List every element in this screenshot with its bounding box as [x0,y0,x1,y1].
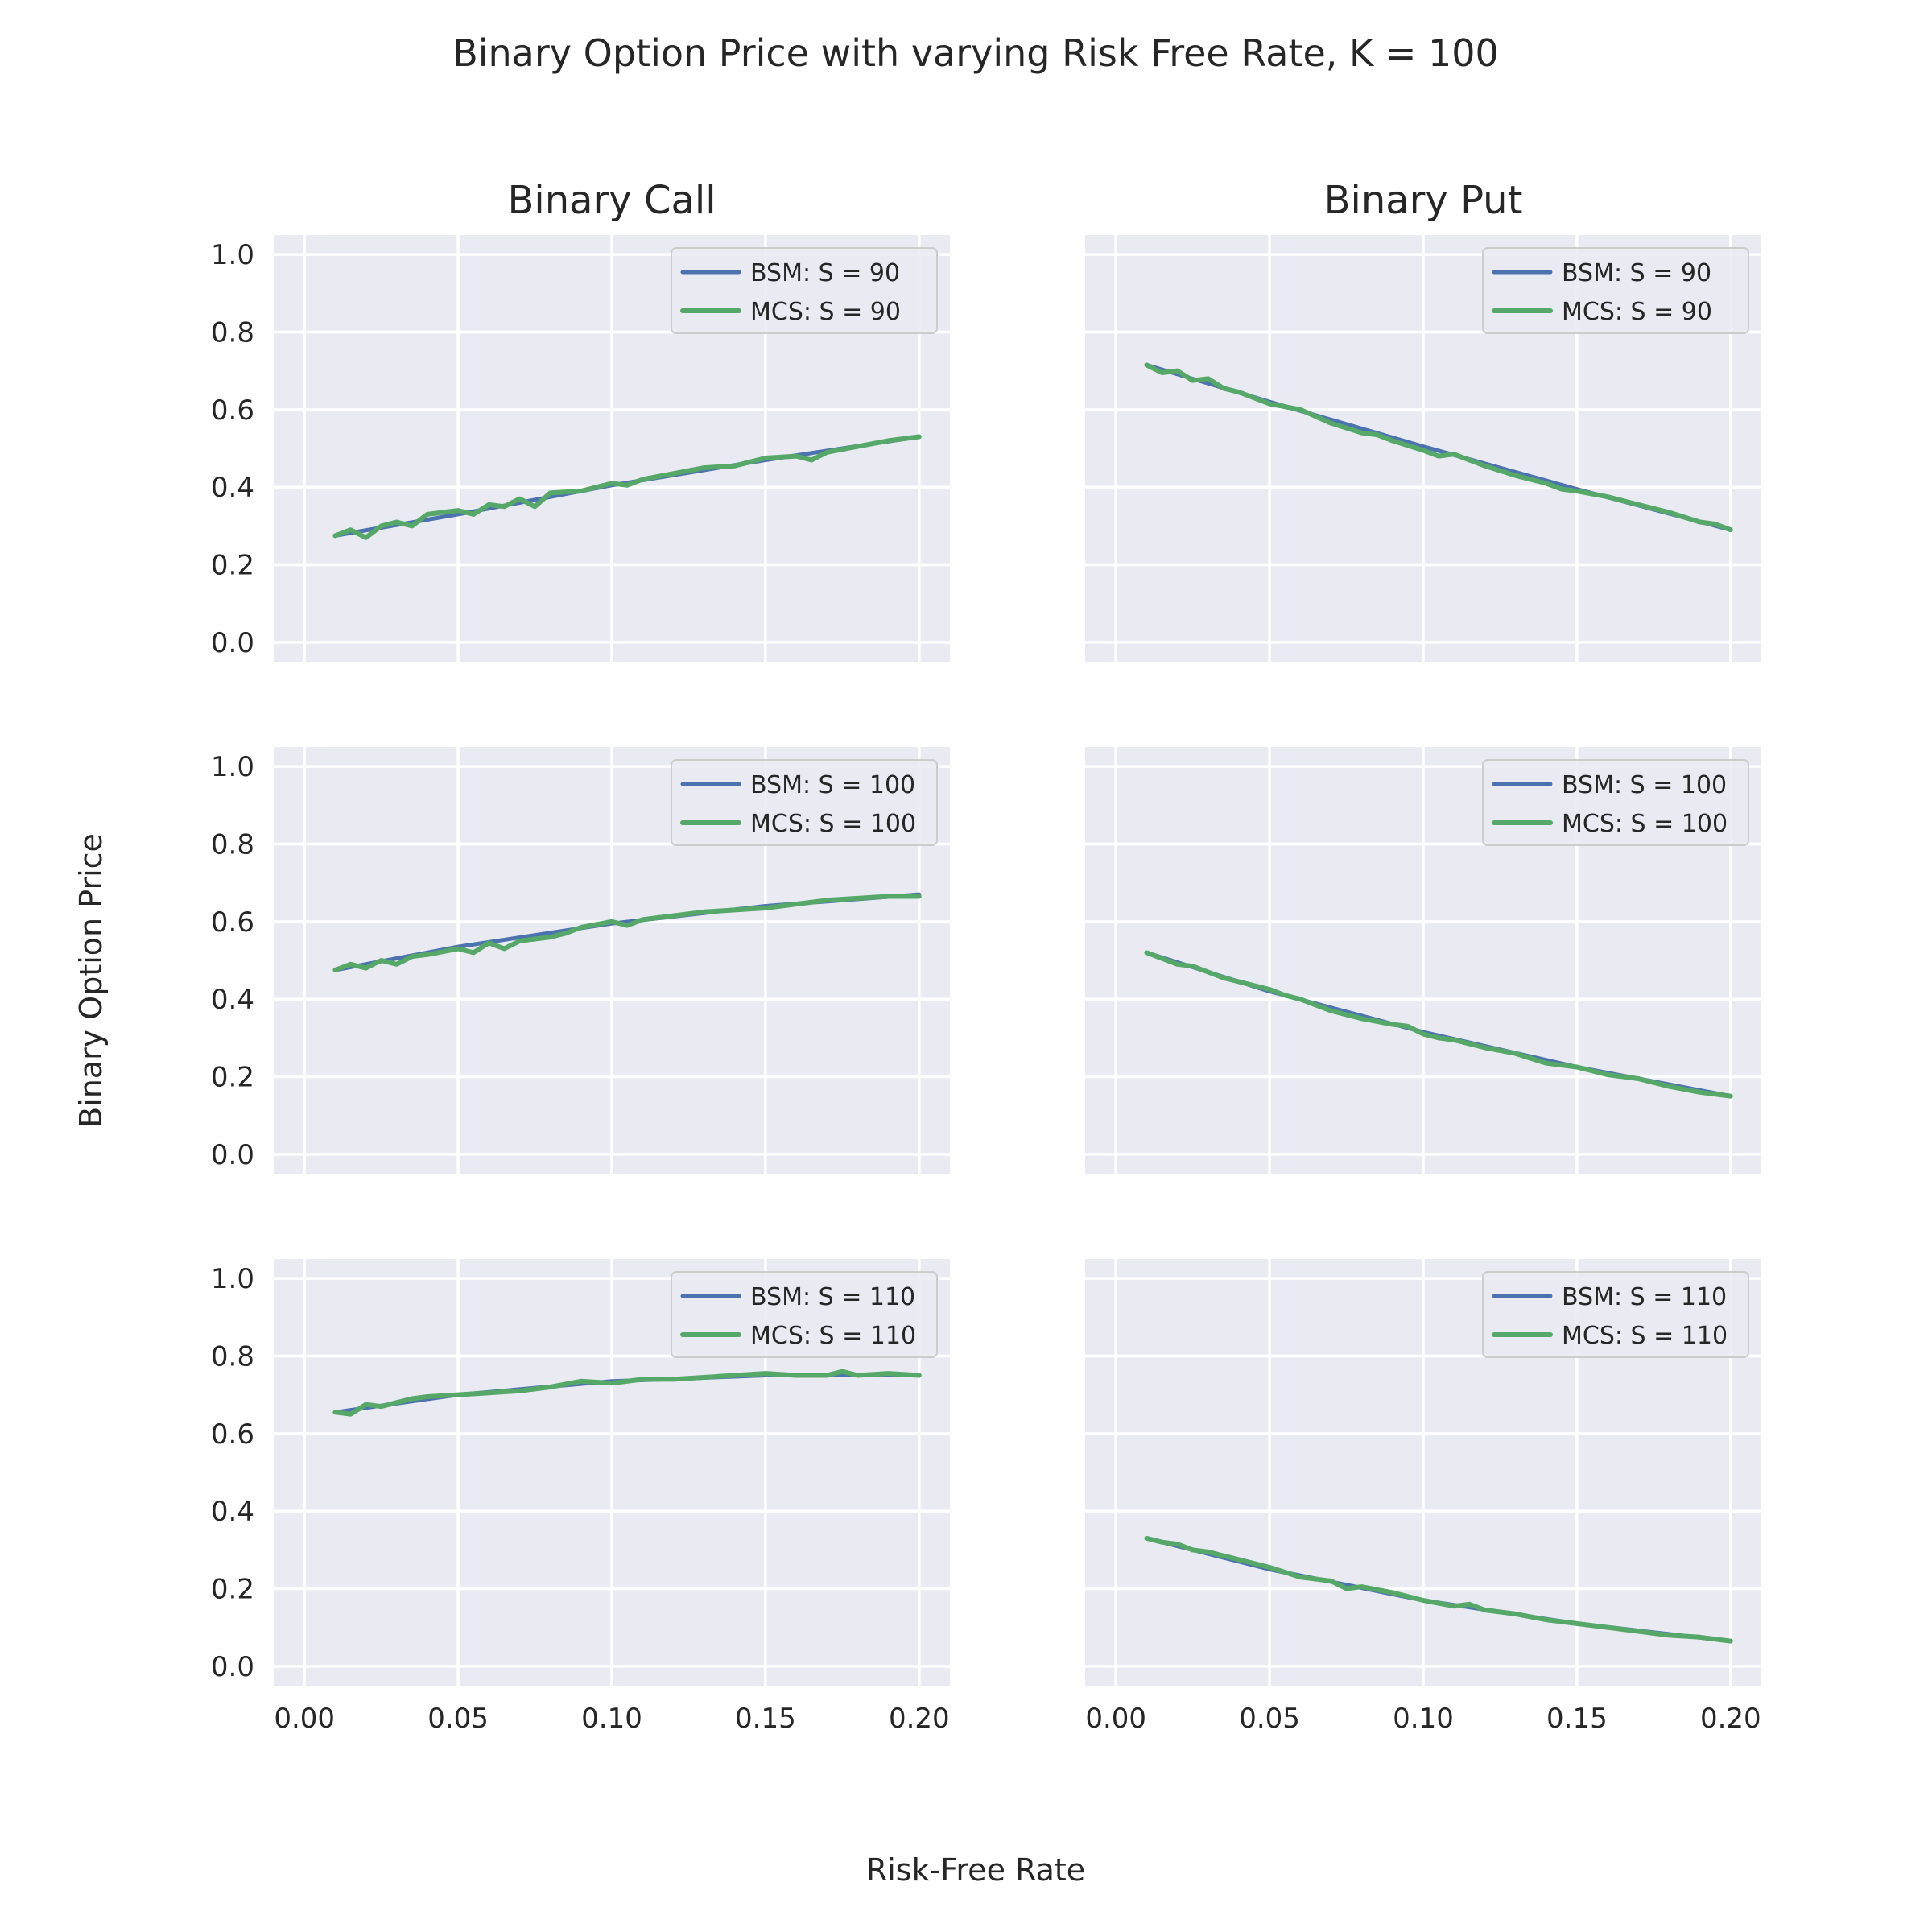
mcs-series-line [332,894,922,972]
legend: BSM: S = 110 MCS: S = 110 [1482,1271,1749,1358]
legend: BSM: S = 100 MCS: S = 100 [671,759,938,846]
legend-label: MCS: S = 110 [750,1322,916,1350]
legend: BSM: S = 90 MCS: S = 90 [671,247,938,334]
x-tick-label: 0.15 [1546,1703,1608,1735]
y-tick-label: 0.0 [211,1139,254,1171]
legend-label: MCS: S = 110 [1562,1322,1728,1350]
y-tick-label: 0.0 [211,1651,254,1683]
subplot-r1-c1: BSM: S = 100 MCS: S = 100 [1085,747,1761,1174]
legend: BSM: S = 110 MCS: S = 110 [671,1271,938,1358]
y-tick-label: 0.2 [211,550,254,582]
x-tick-label: 0.10 [1393,1703,1454,1735]
x-tick-label: 0.00 [274,1703,335,1735]
column-title-put: Binary Put [1324,178,1523,223]
y-tick-label: 0.6 [211,1418,254,1451]
x-tick-label: 0.15 [735,1703,796,1735]
y-tick-label: 0.4 [211,984,254,1016]
y-tick-label: 0.4 [211,472,254,504]
subplot-r2-c0: 0.0 0.2 0.4 0.6 0.8 1.0 0.00 0.05 0.10 0.15 0.20 BS… [211,1259,950,1735]
y-tick-label: 0.4 [211,1496,254,1528]
subplot-r1-c0: 0.0 0.2 0.4 0.6 0.8 1.0 BSM: S = 100 MCS: S = 1… [211,747,950,1174]
subplot-r2-c1: 0.00 0.05 0.10 0.15 0.20 BSM: S = 110 MCS: S =… [1085,1259,1761,1735]
mcs-series-line [1144,1535,1733,1644]
x-axis-label: Risk-Free Rate [866,1852,1085,1888]
y-tick-label: 0.8 [211,828,254,861]
legend-label: MCS: S = 100 [750,810,916,838]
y-tick-label: 0.8 [211,316,254,349]
y-tick-label: 1.0 [211,239,254,271]
y-tick-label: 0.6 [211,906,254,939]
x-tick-label: 0.05 [427,1703,489,1735]
y-tick-label: 0.8 [211,1340,254,1373]
mcs-series-line [1144,950,1733,1099]
y-axis-label: Binary Option Price [73,833,109,1128]
y-tick-label: 0.2 [211,1062,254,1094]
subplot-r0-c0: 0.0 0.2 0.4 0.6 0.8 1.0 BSM: S = 90 MCS: S = 90 [211,235,950,662]
y-tick-label: 0.2 [211,1574,254,1606]
legend-label: BSM: S = 110 [750,1283,915,1311]
legend: BSM: S = 100 MCS: S = 100 [1482,759,1749,846]
legend-label: MCS: S = 90 [750,298,901,326]
y-tick-label: 1.0 [211,751,254,783]
legend-label: BSM: S = 110 [1562,1283,1727,1311]
y-tick-label: 1.0 [211,1263,254,1295]
legend-label: MCS: S = 100 [1562,810,1728,838]
figure-title: Binary Option Price with varying Risk Fr… [452,31,1499,75]
mcs-series-line [332,434,922,540]
x-tick-label: 0.00 [1085,1703,1146,1735]
subplot-r0-c1: BSM: S = 90 MCS: S = 90 [1085,235,1761,662]
legend-label: BSM: S = 90 [750,259,900,287]
legend-label: BSM: S = 100 [1562,771,1727,799]
mcs-series-line [1144,362,1733,533]
legend-label: BSM: S = 100 [750,771,915,799]
column-title-call: Binary Call [507,178,716,223]
mcs-series-line [332,1368,922,1417]
x-tick-label: 0.20 [889,1703,950,1735]
x-tick-label: 0.05 [1239,1703,1300,1735]
y-tick-label: 0.0 [211,627,254,659]
subplot-grid: 0.0 0.2 0.4 0.6 0.8 1.0 BSM: S = 90 MCS: S = 90… [211,235,1761,1735]
y-tick-label: 0.6 [211,394,254,427]
legend: BSM: S = 90 MCS: S = 90 [1482,247,1749,334]
legend-label: MCS: S = 90 [1562,298,1712,326]
x-tick-label: 0.10 [581,1703,642,1735]
x-tick-label: 0.20 [1700,1703,1761,1735]
legend-label: BSM: S = 90 [1562,259,1711,287]
